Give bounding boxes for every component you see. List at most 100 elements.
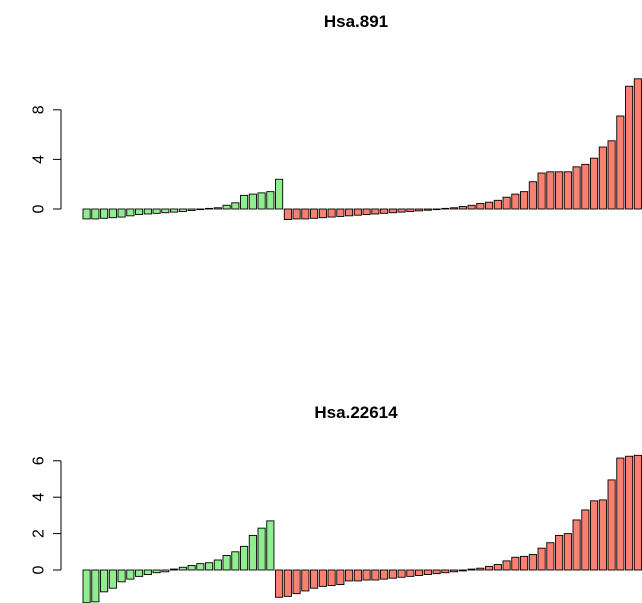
bar [353,569,362,582]
bar [563,171,572,210]
bar [275,569,284,598]
bar [563,533,572,571]
bar [537,172,546,210]
bar [248,193,257,210]
bar [178,208,187,212]
bar [143,208,152,215]
bar [546,171,555,210]
bar [108,569,117,589]
bar [266,191,275,210]
bar [161,569,170,573]
chart-panel-hsa-891: Hsa.891 0 4 8 [31,12,642,220]
bar [240,194,249,210]
bar [117,569,126,583]
bar [196,208,205,211]
bar [82,569,91,603]
bar [222,204,231,210]
bar [257,192,266,210]
bar [616,115,625,210]
bar [528,554,537,571]
bar [546,542,555,571]
bar [607,479,616,571]
bar [143,569,152,576]
y-tick-label: 0 [31,565,48,574]
bar [555,171,564,210]
bar [450,207,459,210]
bar [476,567,485,571]
bar [432,569,441,575]
bar [117,208,126,218]
bar [572,166,581,210]
y-tick-label: 0 [31,204,48,213]
bar [598,499,607,571]
bar [318,569,327,587]
bar [432,208,441,211]
bar [493,199,502,210]
bar [327,569,336,586]
bar [362,569,371,581]
bar [415,208,424,212]
y-tick-label: 8 [31,105,48,114]
bar [213,207,222,210]
bar [91,569,100,603]
bar [406,569,415,577]
bar [388,569,397,579]
bar [485,201,494,210]
chart-title: Hsa.22614 [314,403,398,422]
bar [336,208,345,217]
bar [135,569,144,577]
bar [187,565,196,571]
bar [100,569,109,593]
bar [590,157,599,210]
bar [126,569,135,580]
bar [327,208,336,218]
bar [170,568,179,571]
bar [292,208,301,220]
bar [275,178,284,210]
bar [633,78,642,210]
bar [91,208,100,220]
bar [467,568,476,571]
bar [467,204,476,210]
bar [397,208,406,213]
bar [318,208,327,219]
bar [493,564,502,571]
bar [283,208,292,220]
bar [336,569,345,586]
bar [231,202,240,210]
bar [581,163,590,210]
bar [213,559,222,571]
bar [625,85,634,210]
bar [406,208,415,212]
bar [511,556,520,571]
bar [415,569,424,576]
bar [301,208,310,220]
bar [520,555,529,571]
bar [590,500,599,571]
bar [450,569,459,573]
bar [476,202,485,210]
bar [397,569,406,578]
bar [520,191,529,210]
bar [555,534,564,571]
bar [240,545,249,571]
bar [572,519,581,571]
bar [633,454,642,571]
bar [441,207,450,210]
y-tick-label: 4 [31,155,48,164]
bar [205,562,214,571]
bar [292,569,301,595]
bar [161,208,170,214]
bar [310,569,319,589]
bar [231,551,240,571]
bar [152,208,161,214]
bar [528,181,537,210]
y-tick-label: 2 [31,529,48,538]
bar [196,563,205,571]
bar [152,569,161,574]
bar [126,208,135,217]
bar [371,569,380,581]
bar [345,569,354,582]
chart-panel-hsa-22614: Hsa.22614 0 2 4 6 [31,403,642,603]
